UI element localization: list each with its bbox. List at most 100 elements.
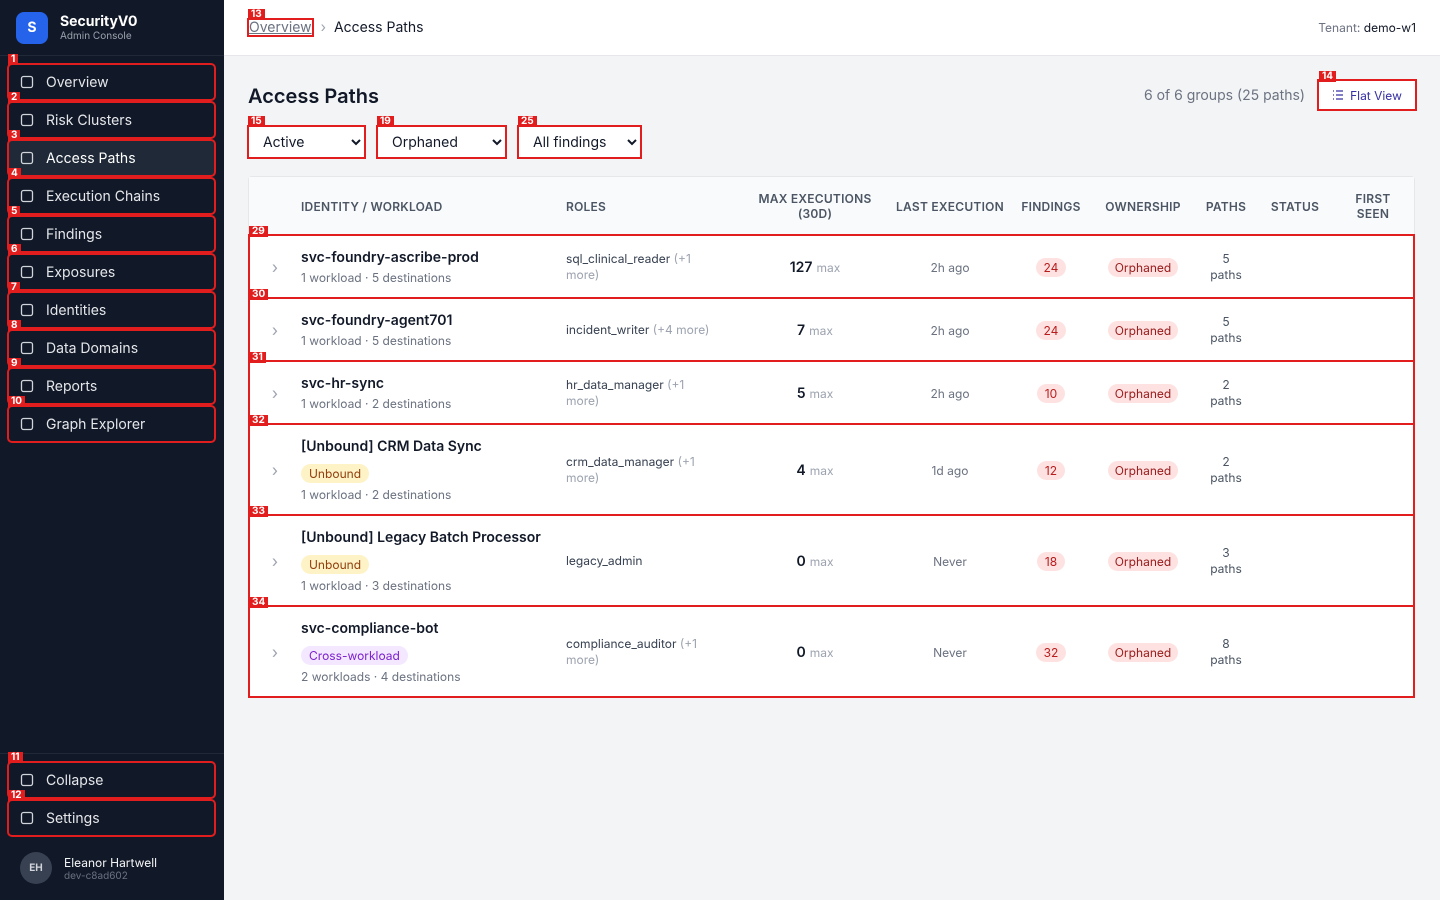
roles-cell: legacy_admin [566, 553, 740, 569]
nav-label: Data Domains [46, 339, 139, 357]
nav-item[interactable]: 1 Overview [7, 54, 216, 101]
header: 13 Overview › Access Paths Tenant: demo-w… [224, 0, 1440, 56]
last-exec: 1d ago [931, 462, 969, 478]
nav-item[interactable]: 8 Data Domains [7, 320, 216, 367]
paths-count: 8 [1222, 636, 1230, 651]
identity-tag: Unbound [301, 555, 370, 574]
identity-meta: 1 workload · 5 destinations [301, 270, 452, 285]
max-exec-cell: 4 max [740, 462, 890, 479]
nav-icon [20, 75, 34, 89]
marker: 13 [248, 9, 265, 20]
identity-meta: 2 workloads · 4 destinations [301, 669, 461, 684]
nav-item[interactable]: 6 Exposures [7, 244, 216, 291]
nav-icon [20, 303, 34, 317]
column-header: ROLES [566, 198, 607, 214]
nav-item[interactable]: 12 Settings [7, 790, 216, 837]
breadcrumb-link[interactable]: 13 Overview [247, 9, 314, 37]
filter-select[interactable]: Orphaned [376, 125, 507, 159]
nav-icon [20, 227, 34, 241]
table-row[interactable]: 30 › svc-foundry-agent701 1 workload · 5 de… [248, 289, 1415, 362]
ownership-badge: Orphaned [1107, 320, 1179, 340]
max-exec-value: 127 [789, 258, 813, 276]
column-header: IDENTITY / WORKLOAD [301, 198, 443, 214]
findings-count: 24 [1035, 257, 1067, 277]
main: 13 Overview › Access Paths Tenant: demo-w… [224, 0, 1440, 900]
tenant-value: demo-w1 [1363, 20, 1416, 35]
nav-item[interactable]: 4 Execution Chains [7, 168, 216, 215]
table-row[interactable]: 31 › svc-hr-sync 1 workload · 2 destination… [248, 352, 1415, 425]
identity-name: svc-compliance-bot [301, 620, 439, 637]
role-name: sql_clinical_reader [566, 251, 671, 266]
ownership-badge: Orphaned [1107, 383, 1179, 403]
findings-count: 12 [1036, 460, 1066, 480]
brand-text: SecurityV0 Admin Console [60, 13, 137, 42]
column-header: OWNERSHIP [1105, 198, 1181, 214]
column-header: LAST EXECUTION [896, 198, 1004, 214]
marker: 34 [249, 597, 269, 608]
ownership-cell: Orphaned [1092, 551, 1194, 571]
nav-label: Risk Clusters [46, 111, 132, 129]
identity-cell: svc-foundry-ascribe-prod 1 workload · 5 d… [301, 249, 566, 285]
nav-item[interactable]: 7 Identities [7, 282, 216, 329]
findings-count: 24 [1035, 320, 1067, 340]
marker: 5 [8, 206, 21, 217]
identity-meta: 1 workload · 2 destinations [301, 487, 452, 502]
last-exec: 2h ago [930, 385, 970, 401]
nav-item[interactable]: 11 Collapse [7, 752, 216, 799]
paths-label: paths [1210, 267, 1242, 282]
marker: 19 [377, 116, 394, 127]
paths-count: 2 [1222, 454, 1230, 469]
marker: 10 [8, 396, 26, 407]
table: IDENTITY / WORKLOAD ROLES MAX EXECUTIONS (… [248, 176, 1415, 698]
table-row[interactable]: 34 › svc-compliance-bot Cross-workload 2 wor… [248, 597, 1415, 698]
roles-cell: crm_data_manager (+1 more) [566, 454, 740, 486]
nav-item[interactable]: 3 Access Paths [7, 130, 216, 177]
marker: 4 [8, 168, 21, 179]
role-name: compliance_auditor [566, 636, 677, 651]
role-more: (+1 more) [566, 454, 695, 485]
user: EH Eleanor Hartwell dev-c8ad602 [20, 852, 157, 884]
last-exec: 2h ago [930, 322, 970, 338]
nav-item[interactable]: 10 Graph Explorer [7, 396, 216, 443]
marker: 1 [8, 54, 19, 65]
table-row[interactable]: 33 › [Unbound] Legacy Batch Processor Unbou… [248, 506, 1415, 607]
breadcrumb-separator: › [320, 19, 326, 36]
filter-select[interactable]: All findings [517, 125, 642, 159]
table-row[interactable]: 32 › [Unbound] CRM Data Sync Unbound 1 workl… [248, 415, 1415, 516]
user-text: Eleanor Hartwell dev-c8ad602 [64, 855, 157, 882]
marker: 33 [249, 506, 268, 517]
nav-item[interactable]: 2 Risk Clusters [7, 92, 216, 139]
list-icon [1333, 90, 1344, 100]
identity-meta: 1 workload · 5 destinations [301, 333, 452, 348]
nav-icon [20, 113, 34, 127]
ownership-badge: Orphaned [1107, 460, 1179, 480]
paths-count: 2 [1222, 377, 1230, 392]
flat-view-label: Flat View [1350, 87, 1402, 103]
flat-view-button[interactable]: 14 Flat View [1317, 71, 1417, 111]
nav-label: Findings [46, 225, 103, 243]
marker: 8 [8, 320, 21, 331]
max-exec-value: 5 [796, 384, 806, 402]
nav-item[interactable]: 9 Reports [7, 358, 216, 405]
identity-name: [Unbound] CRM Data Sync [301, 438, 482, 455]
tenant-label: Tenant: [1318, 20, 1361, 35]
max-exec-value: 7 [797, 321, 806, 339]
filter-select[interactable]: Active [247, 125, 366, 159]
expand-chevron: › [271, 383, 279, 403]
nav-item[interactable]: 5 Findings [7, 206, 216, 253]
breadcrumb-current: Access Paths [333, 19, 424, 36]
paths-cell: 8 paths [1194, 636, 1258, 668]
findings-count: 10 [1036, 383, 1066, 403]
nav-label: Reports [46, 377, 98, 395]
identity-name: [Unbound] Legacy Batch Processor [301, 529, 541, 546]
roles-cell: sql_clinical_reader (+1 more) [566, 251, 740, 283]
marker: 30 [249, 289, 269, 300]
paths-cell: 2 paths [1194, 454, 1258, 486]
nav-label: Graph Explorer [46, 415, 146, 433]
findings-cell: 10 [1010, 383, 1092, 403]
max-exec-label: max [809, 644, 834, 660]
table-row[interactable]: 29 › svc-foundry-ascribe-prod 1 workload · … [248, 226, 1415, 299]
max-exec-label: max [809, 322, 833, 338]
expand-chevron: › [271, 551, 279, 571]
